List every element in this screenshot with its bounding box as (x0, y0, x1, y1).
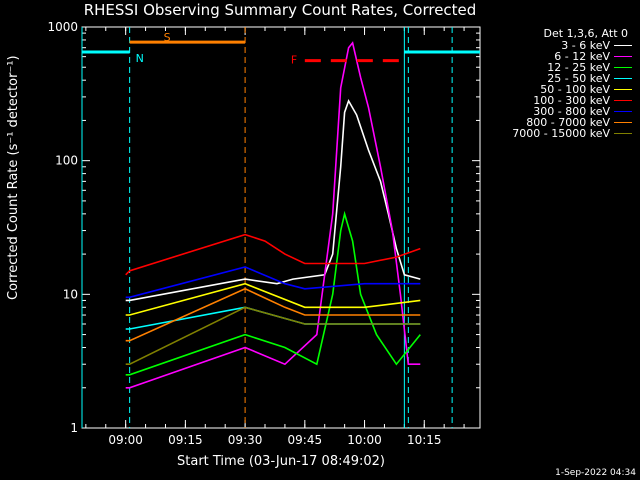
legend-entry: 50 - 100 keV (486, 84, 632, 95)
series-line-3 (125, 306, 421, 330)
legend-label: 25 - 50 keV (547, 72, 610, 85)
series-line-7 (125, 287, 421, 342)
legend-entry: 7000 - 15000 keV (486, 128, 632, 139)
series-line-2 (125, 210, 421, 376)
plot-frame (81, 26, 481, 429)
x-tick-label: 09:45 (288, 433, 323, 447)
x-axis-label: Start Time (03-Jun-17 08:49:02) (177, 454, 385, 469)
legend-swatch (614, 78, 632, 79)
series-line-0 (125, 98, 421, 302)
legend-entry: 6 - 12 keV (486, 51, 632, 62)
legend-label: 50 - 100 keV (540, 83, 610, 96)
y-axis-label: Corrected Count Rate (s⁻¹ detector⁻¹) (6, 55, 21, 300)
legend-swatch (614, 56, 632, 57)
legend-entry: 12 - 25 keV (486, 62, 632, 73)
series-line-4 (125, 282, 421, 316)
timestamp: 1-Sep-2022 04:34 (555, 468, 636, 478)
legend-swatch (614, 89, 632, 90)
legend-swatch (614, 133, 632, 134)
series-line-1 (125, 41, 421, 389)
legend-entry: 3 - 6 keV (486, 40, 632, 51)
legend-label: 800 - 7000 keV (526, 116, 610, 129)
series-line-6 (125, 266, 421, 299)
series-line-8 (125, 306, 421, 366)
legend: Det 1,3,6, Att 0 3 - 6 keV 6 - 12 keV 12 -… (486, 28, 632, 139)
x-tick-label: 10:00 (347, 433, 382, 447)
legend-entry: 800 - 7000 keV (486, 117, 632, 128)
chart-title: RHESSI Observing Summary Count Rates, Co… (83, 1, 477, 19)
legend-label: 300 - 800 keV (533, 105, 610, 118)
annotation-label: N (136, 52, 144, 65)
legend-swatch (614, 111, 632, 112)
legend-label: 3 - 6 keV (561, 39, 610, 52)
x-tick-label: 09:00 (108, 433, 143, 447)
legend-entry: 300 - 800 keV (486, 106, 632, 117)
annotation-label: S (164, 31, 171, 44)
y-tick-label: 100 (55, 154, 78, 168)
legend-label: 100 - 300 keV (533, 94, 610, 107)
legend-label: 12 - 25 keV (547, 61, 610, 74)
series-line-5 (125, 233, 421, 276)
legend-header: Det 1,3,6, Att 0 (543, 27, 628, 40)
legend-label: 6 - 12 keV (554, 50, 610, 63)
x-tick-label: 10:15 (407, 433, 442, 447)
legend-swatch (614, 100, 632, 101)
legend-entry: 25 - 50 keV (486, 73, 632, 84)
legend-swatch (614, 122, 632, 123)
legend-entry: 100 - 300 keV (486, 95, 632, 106)
legend-swatch (614, 45, 632, 46)
legend-label: 7000 - 15000 keV (512, 127, 610, 140)
annotation-label: F (291, 54, 297, 67)
x-tick-label: 09:15 (168, 433, 203, 447)
y-tick-label: 1000 (47, 20, 78, 34)
x-tick-label: 09:30 (228, 433, 263, 447)
y-tick-label: 1 (70, 421, 78, 435)
legend-swatch (614, 67, 632, 68)
y-tick-label: 10 (63, 287, 78, 301)
